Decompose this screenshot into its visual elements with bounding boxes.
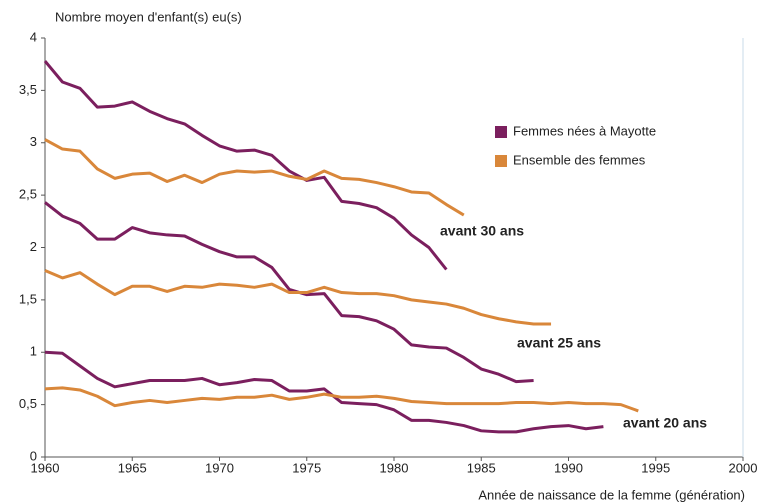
y-axis-label: Nombre moyen d'enfant(s) eu(s) [55, 9, 242, 24]
y-tick-label: 4 [30, 29, 37, 44]
y-tick-label: 2 [30, 239, 37, 254]
x-tick-label: 1975 [292, 460, 321, 475]
y-tick-label: 3,5 [19, 82, 37, 97]
series-line [44, 138, 465, 217]
y-tick-label: 1,5 [19, 291, 37, 306]
y-tick-label: 2,5 [19, 187, 37, 202]
annotation: avant 25 ans [517, 335, 601, 351]
x-tick-label: 1960 [31, 460, 60, 475]
legend-swatch [495, 126, 507, 138]
legend-swatch [495, 155, 507, 167]
y-tick-label: 1 [30, 344, 37, 359]
x-tick-label: 2000 [729, 460, 758, 475]
x-tick-label: 1970 [205, 460, 234, 475]
annotation: avant 30 ans [440, 223, 524, 239]
legend-label: Femmes nées à Mayotte [513, 123, 656, 138]
annotation: avant 20 ans [623, 415, 707, 431]
x-axis-label: Année de naissance de la femme (générati… [478, 487, 745, 502]
series-line [43, 60, 448, 271]
y-tick-label: 0,5 [19, 396, 37, 411]
y-tick-label: 3 [30, 134, 37, 149]
series-line [44, 386, 639, 413]
series-line [44, 350, 604, 434]
series-line [44, 201, 534, 384]
legend-label: Ensemble des femmes [513, 152, 646, 167]
x-tick-label: 1965 [118, 460, 147, 475]
x-tick-label: 1995 [641, 460, 670, 475]
x-tick-label: 1990 [554, 460, 583, 475]
x-tick-label: 1985 [467, 460, 496, 475]
x-tick-label: 1980 [380, 460, 409, 475]
series-line [44, 269, 552, 326]
y-tick-label: 0 [30, 448, 37, 463]
